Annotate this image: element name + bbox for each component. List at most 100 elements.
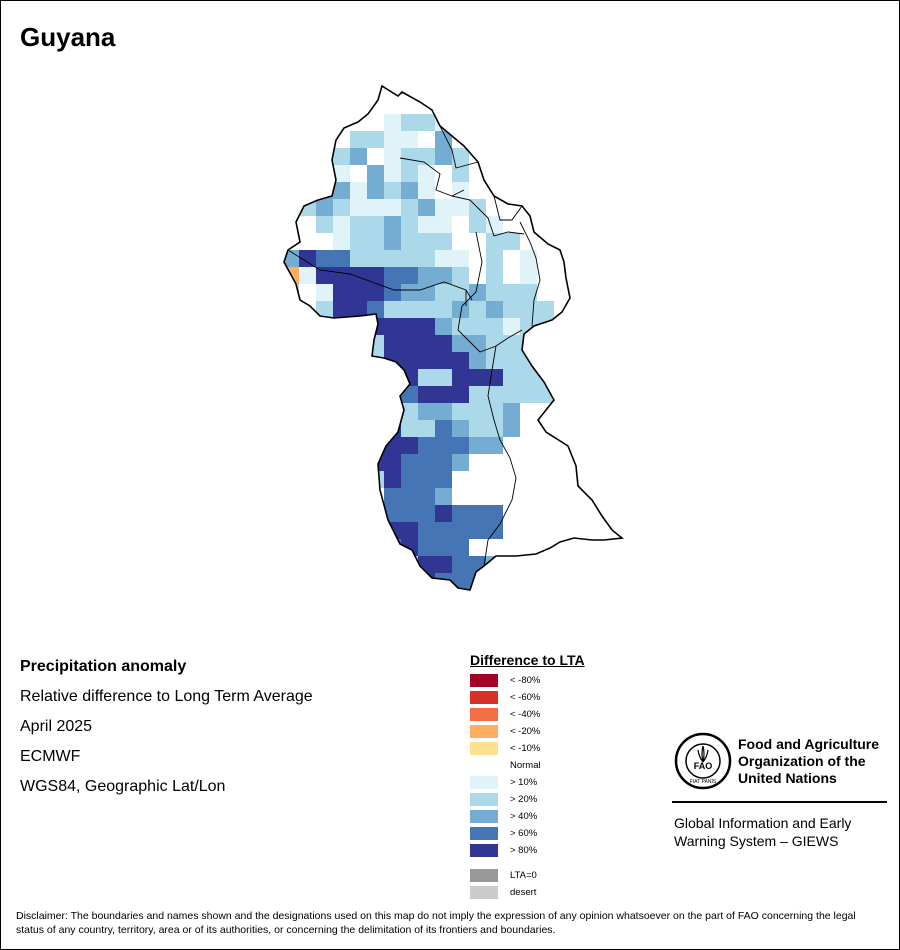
anomaly-cell [350,148,367,165]
anomaly-cell [384,148,401,165]
anomaly-cell [418,284,435,301]
anomaly-cell [435,403,452,420]
anomaly-cell [384,233,401,250]
anomaly-cell [503,573,520,590]
anomaly-cell [367,386,384,403]
legend-row: > 10% [470,774,585,791]
anomaly-cell [384,267,401,284]
anomaly-cell [486,420,503,437]
anomaly-cell [350,233,367,250]
anomaly-cell [384,658,401,675]
anomaly-cell [350,250,367,267]
anomaly-cell [401,505,418,522]
legend-label: < -60% [510,692,541,703]
anomaly-cell [299,182,316,199]
anomaly-cell [452,437,469,454]
anomaly-cell [367,182,384,199]
legend-label: LTA=0 [510,870,537,881]
anomaly-cell [367,675,384,692]
anomaly-cell [435,233,452,250]
anomaly-cell [350,573,367,590]
anomaly-cell [367,216,384,233]
anomaly-cell [435,352,452,369]
anomaly-cell [350,165,367,182]
anomaly-cell [350,641,367,658]
anomaly-cell [401,624,418,641]
anomaly-cell [486,556,503,573]
anomaly-cell [452,454,469,471]
anomaly-cell [520,607,537,624]
anomaly-cell [384,505,401,522]
anomaly-cell [452,182,469,199]
anomaly-cell [656,726,673,743]
anomaly-cell [367,284,384,301]
anomaly-cell [350,284,367,301]
anomaly-cell [435,284,452,301]
anomaly-cell [367,590,384,607]
anomaly-cell [588,658,605,675]
anomaly-cell [333,165,350,182]
anomaly-cell [418,607,435,624]
anomaly-cell [401,743,418,760]
anomaly-cell [503,590,520,607]
anomaly-cell [350,386,367,403]
anomaly-cell [401,726,418,743]
anomaly-cell [435,454,452,471]
anomaly-cell [452,216,469,233]
anomaly-cell [401,607,418,624]
anomaly-cell [435,97,452,114]
anomaly-cell [401,403,418,420]
legend-swatch [470,844,498,857]
anomaly-cell [350,199,367,216]
anomaly-cell [401,182,418,199]
map-projection: WGS84, Geographic Lat/Lon [20,778,226,795]
anomaly-cell [401,709,418,726]
anomaly-cell [384,692,401,709]
anomaly-cell [401,216,418,233]
anomaly-cell [435,692,452,709]
anomaly-cell [333,284,350,301]
anomaly-cell [350,403,367,420]
map-model: ECMWF [20,748,81,765]
anomaly-cell [333,148,350,165]
legend-label: > 60% [510,828,538,839]
anomaly-cell [265,318,282,335]
anomaly-cell [452,403,469,420]
anomaly-cell [452,777,469,794]
anomaly-cell [284,335,299,352]
anomaly-cell [520,624,537,641]
anomaly-cell [503,284,520,301]
legend-label: < -40% [510,709,541,720]
anomaly-cell [503,250,520,267]
anomaly-cell [452,420,469,437]
anomaly-cell [622,709,639,726]
anomaly-cell [316,250,333,267]
anomaly-cell [503,420,520,437]
anomaly-cell [316,352,333,369]
anomaly-cell [299,250,316,267]
legend-swatch [470,742,498,755]
anomaly-cell [605,743,622,760]
anomaly-cell [520,573,537,590]
legend-swatch [470,691,498,704]
anomaly-cell [316,318,333,335]
anomaly-cell [418,131,435,148]
legend-swatch [470,759,498,772]
anomaly-cell [435,420,452,437]
anomaly-cell [588,335,605,352]
legend-row: > 60% [470,825,585,842]
anomaly-cell [554,352,571,369]
anomaly-cell [486,318,503,335]
anomaly-cell [452,556,469,573]
anomaly-cell [367,709,384,726]
anomaly-cell [452,641,469,658]
anomaly-cell [284,318,299,335]
anomaly-cell [316,590,333,607]
anomaly-cell [384,114,401,131]
anomaly-cell [435,267,452,284]
legend-row: < -80% [470,672,585,689]
anomaly-cell [452,522,469,539]
anomaly-cell [452,148,469,165]
anomaly-cell [418,471,435,488]
anomaly-cell [316,641,333,658]
